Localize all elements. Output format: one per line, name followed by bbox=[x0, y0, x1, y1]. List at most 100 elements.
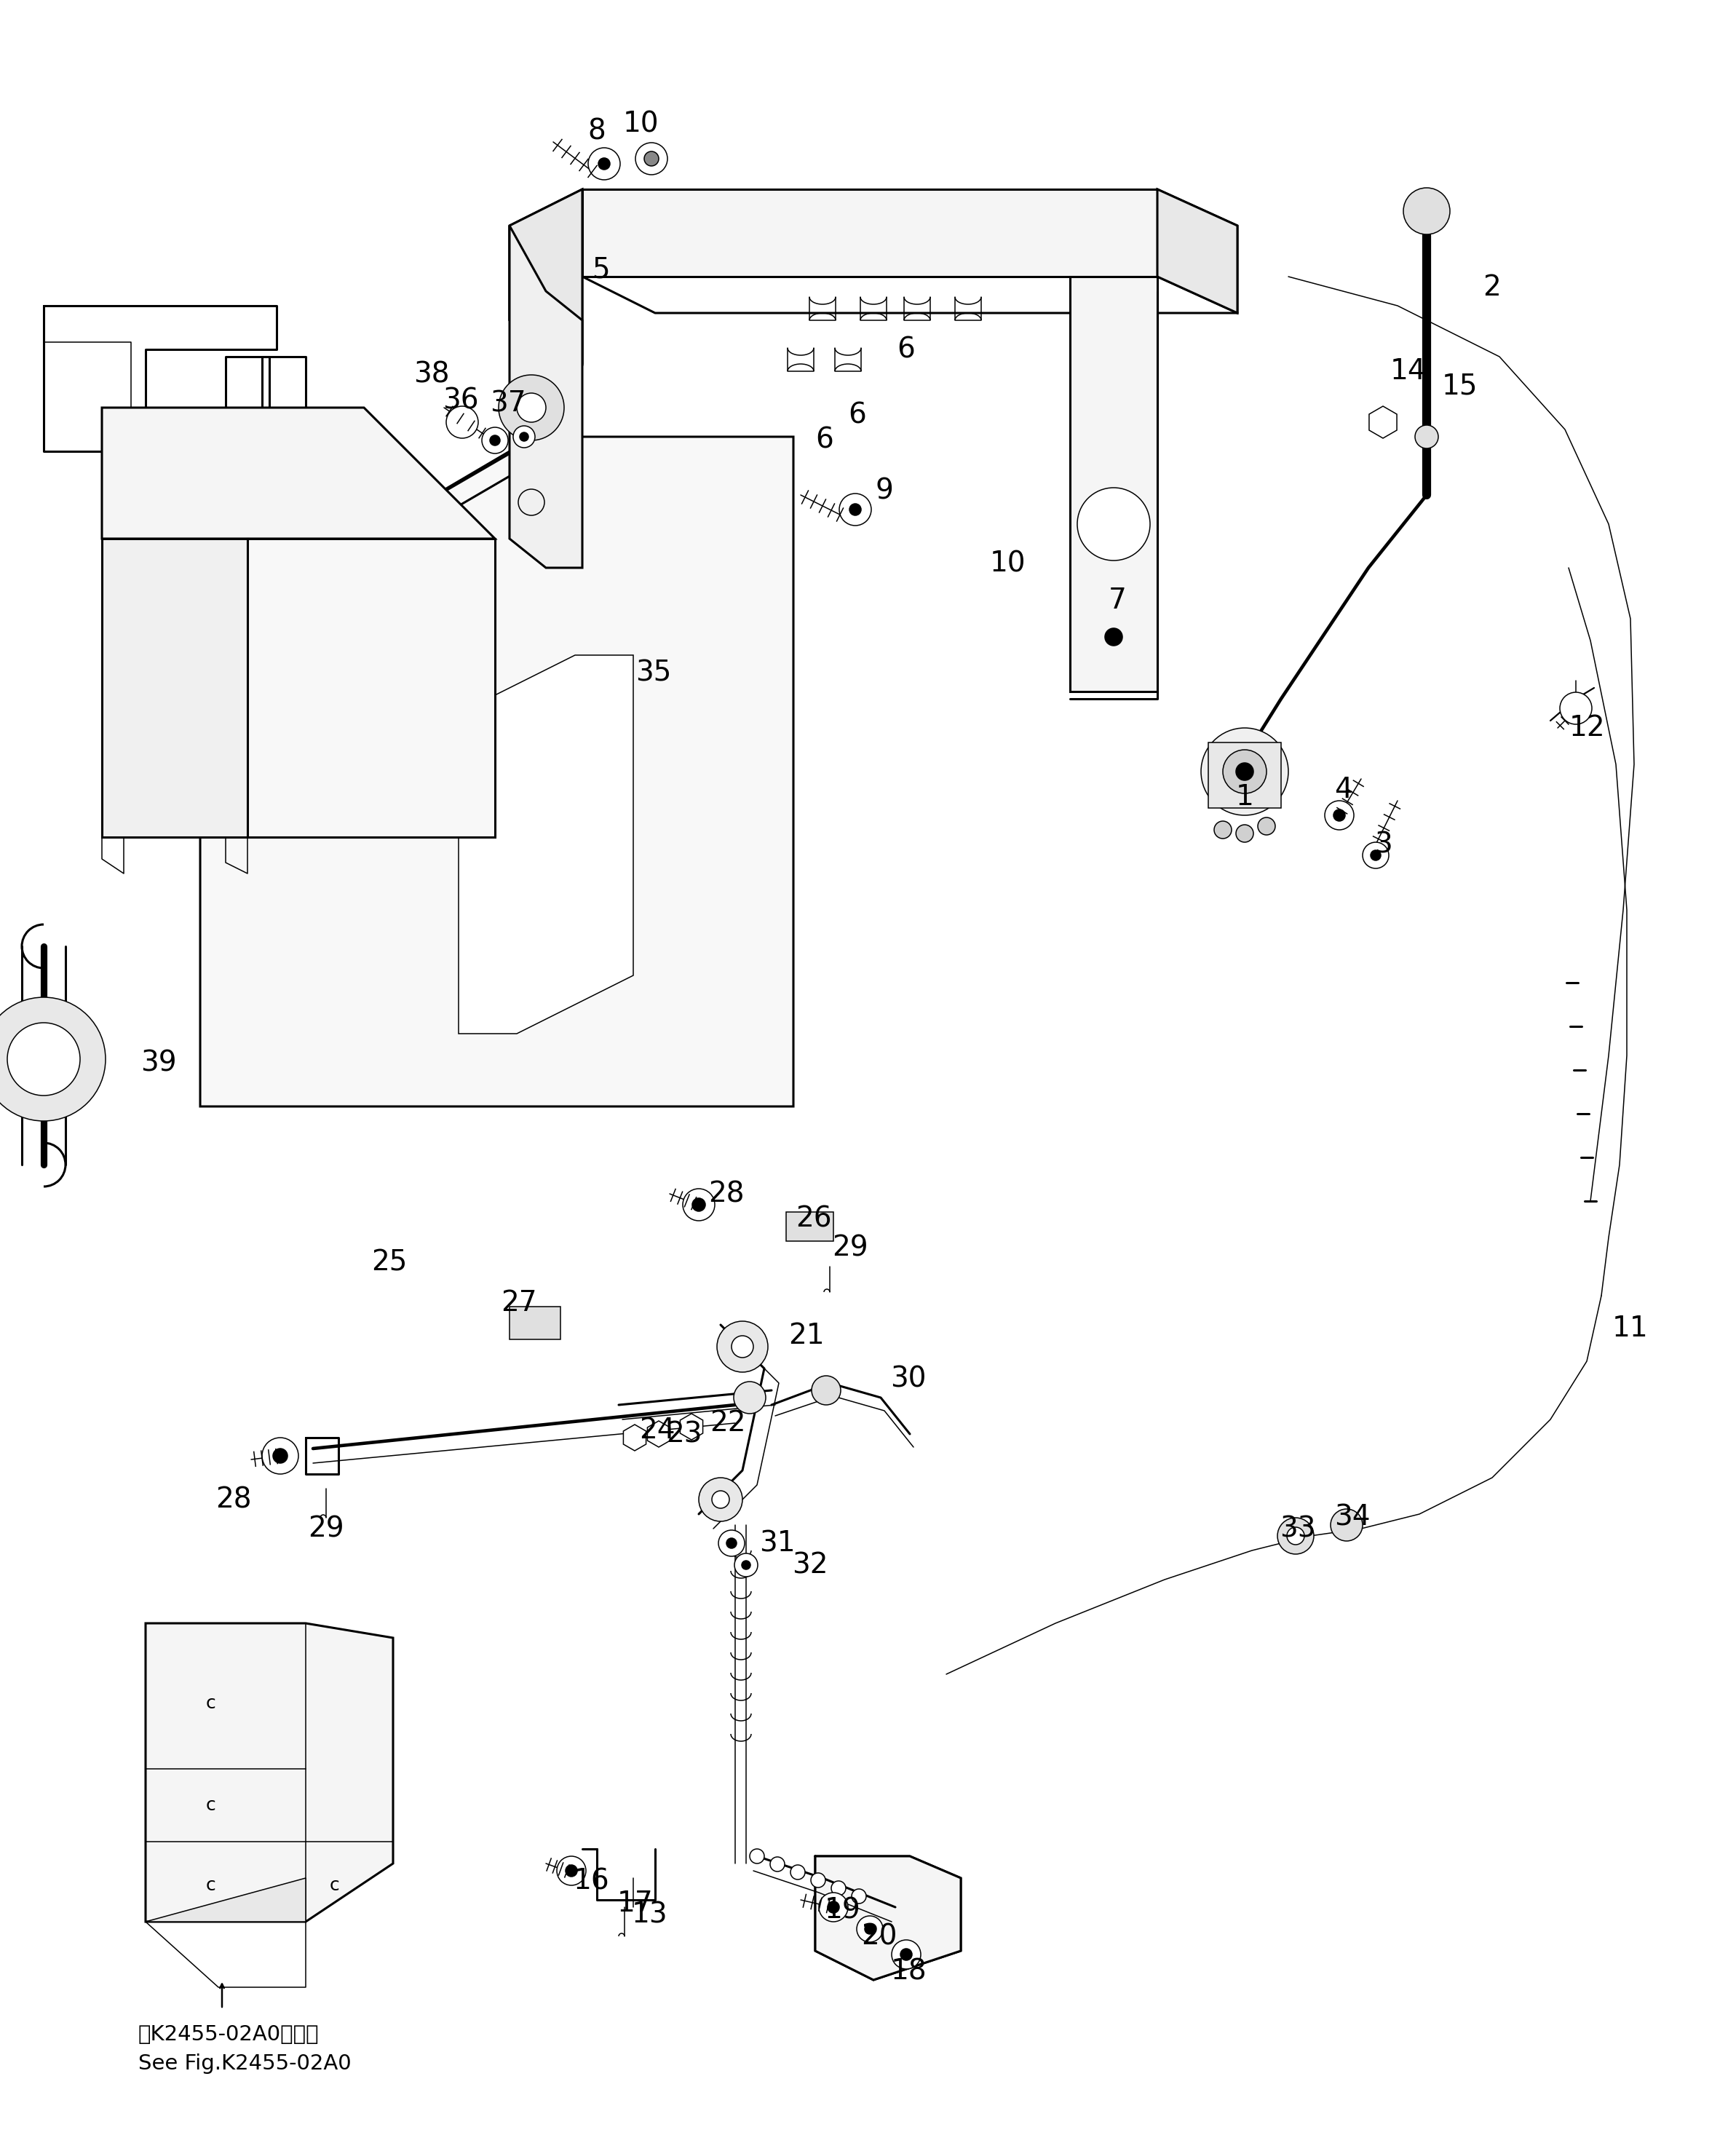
Text: 22: 22 bbox=[710, 1409, 746, 1437]
Circle shape bbox=[483, 427, 509, 453]
Circle shape bbox=[731, 1337, 753, 1358]
Circle shape bbox=[849, 504, 861, 515]
Circle shape bbox=[726, 1537, 736, 1548]
Text: 5: 5 bbox=[592, 256, 609, 284]
Text: 2: 2 bbox=[1483, 273, 1502, 301]
Circle shape bbox=[566, 1866, 576, 1877]
Circle shape bbox=[1286, 1527, 1304, 1544]
Circle shape bbox=[446, 406, 477, 438]
Polygon shape bbox=[1069, 278, 1158, 692]
Text: 25: 25 bbox=[372, 1249, 408, 1277]
Circle shape bbox=[719, 1531, 745, 1556]
Text: 9: 9 bbox=[875, 478, 894, 506]
Circle shape bbox=[589, 147, 620, 179]
Polygon shape bbox=[146, 1879, 306, 1922]
Text: 33: 33 bbox=[1279, 1516, 1316, 1541]
Circle shape bbox=[790, 1866, 806, 1879]
Text: 17: 17 bbox=[618, 1889, 653, 1917]
Polygon shape bbox=[510, 226, 582, 568]
Circle shape bbox=[1259, 818, 1276, 835]
Circle shape bbox=[734, 1381, 766, 1413]
Circle shape bbox=[865, 1924, 875, 1934]
Circle shape bbox=[1222, 749, 1267, 794]
Text: 1: 1 bbox=[1236, 784, 1253, 811]
Circle shape bbox=[838, 493, 871, 525]
Text: 19: 19 bbox=[825, 1898, 861, 1924]
Circle shape bbox=[1213, 822, 1231, 839]
Circle shape bbox=[1104, 628, 1123, 645]
Circle shape bbox=[892, 1941, 920, 1968]
Text: 28: 28 bbox=[708, 1181, 745, 1208]
Circle shape bbox=[811, 1872, 825, 1887]
Circle shape bbox=[262, 1437, 299, 1473]
Text: 35: 35 bbox=[635, 660, 672, 687]
Text: 13: 13 bbox=[632, 1900, 668, 1928]
Text: 3: 3 bbox=[1373, 831, 1392, 858]
Circle shape bbox=[644, 152, 658, 167]
Text: 34: 34 bbox=[1335, 1503, 1370, 1531]
Circle shape bbox=[517, 393, 545, 423]
Circle shape bbox=[1325, 801, 1354, 831]
Text: 12: 12 bbox=[1569, 713, 1604, 741]
Text: 6: 6 bbox=[849, 401, 866, 429]
Circle shape bbox=[1078, 487, 1149, 562]
Text: 11: 11 bbox=[1613, 1315, 1649, 1343]
Text: 37: 37 bbox=[490, 391, 526, 418]
Text: 8: 8 bbox=[589, 117, 606, 145]
Circle shape bbox=[514, 425, 535, 448]
Circle shape bbox=[1333, 809, 1345, 822]
Text: 20: 20 bbox=[861, 1922, 898, 1949]
Circle shape bbox=[832, 1881, 845, 1896]
Circle shape bbox=[1561, 692, 1592, 724]
Circle shape bbox=[1236, 824, 1253, 841]
Circle shape bbox=[1278, 1518, 1314, 1554]
Text: 29: 29 bbox=[832, 1234, 868, 1262]
Text: 30: 30 bbox=[891, 1366, 927, 1394]
Circle shape bbox=[819, 1892, 847, 1922]
Polygon shape bbox=[816, 1855, 960, 1979]
Circle shape bbox=[693, 1198, 705, 1211]
Polygon shape bbox=[582, 190, 1158, 278]
Text: 18: 18 bbox=[891, 1958, 927, 1986]
Circle shape bbox=[771, 1857, 785, 1872]
Text: 4: 4 bbox=[1333, 775, 1352, 803]
Circle shape bbox=[273, 1448, 288, 1462]
Circle shape bbox=[741, 1561, 750, 1569]
Circle shape bbox=[828, 1902, 838, 1913]
Circle shape bbox=[1403, 188, 1450, 235]
Text: 21: 21 bbox=[788, 1322, 825, 1349]
Text: c: c bbox=[207, 1695, 215, 1712]
Text: c: c bbox=[330, 1877, 340, 1894]
Circle shape bbox=[635, 143, 667, 175]
Circle shape bbox=[901, 1949, 911, 1960]
Polygon shape bbox=[1370, 406, 1397, 438]
Polygon shape bbox=[146, 1623, 392, 1922]
Text: 26: 26 bbox=[795, 1206, 832, 1234]
Circle shape bbox=[1330, 1509, 1363, 1541]
Text: See Fig.K2455-02A0: See Fig.K2455-02A0 bbox=[139, 2054, 351, 2073]
Circle shape bbox=[0, 997, 106, 1121]
Circle shape bbox=[557, 1855, 587, 1885]
Circle shape bbox=[1371, 850, 1380, 860]
Circle shape bbox=[519, 433, 528, 442]
Text: 6: 6 bbox=[898, 335, 915, 363]
Text: 10: 10 bbox=[990, 551, 1026, 579]
Text: 27: 27 bbox=[502, 1290, 536, 1317]
Text: 23: 23 bbox=[667, 1420, 703, 1448]
Text: 24: 24 bbox=[639, 1416, 675, 1443]
Polygon shape bbox=[510, 1307, 561, 1339]
Text: 14: 14 bbox=[1391, 357, 1427, 384]
Circle shape bbox=[490, 436, 500, 446]
Circle shape bbox=[1236, 762, 1253, 779]
Polygon shape bbox=[458, 655, 634, 1033]
Polygon shape bbox=[648, 1422, 670, 1448]
Text: 32: 32 bbox=[792, 1552, 828, 1580]
Circle shape bbox=[1415, 425, 1439, 448]
Text: 7: 7 bbox=[1108, 587, 1127, 615]
Polygon shape bbox=[681, 1413, 703, 1439]
Circle shape bbox=[712, 1490, 729, 1507]
Text: 29: 29 bbox=[307, 1516, 344, 1541]
Polygon shape bbox=[1208, 743, 1281, 807]
Circle shape bbox=[734, 1554, 757, 1576]
Circle shape bbox=[1201, 728, 1288, 816]
